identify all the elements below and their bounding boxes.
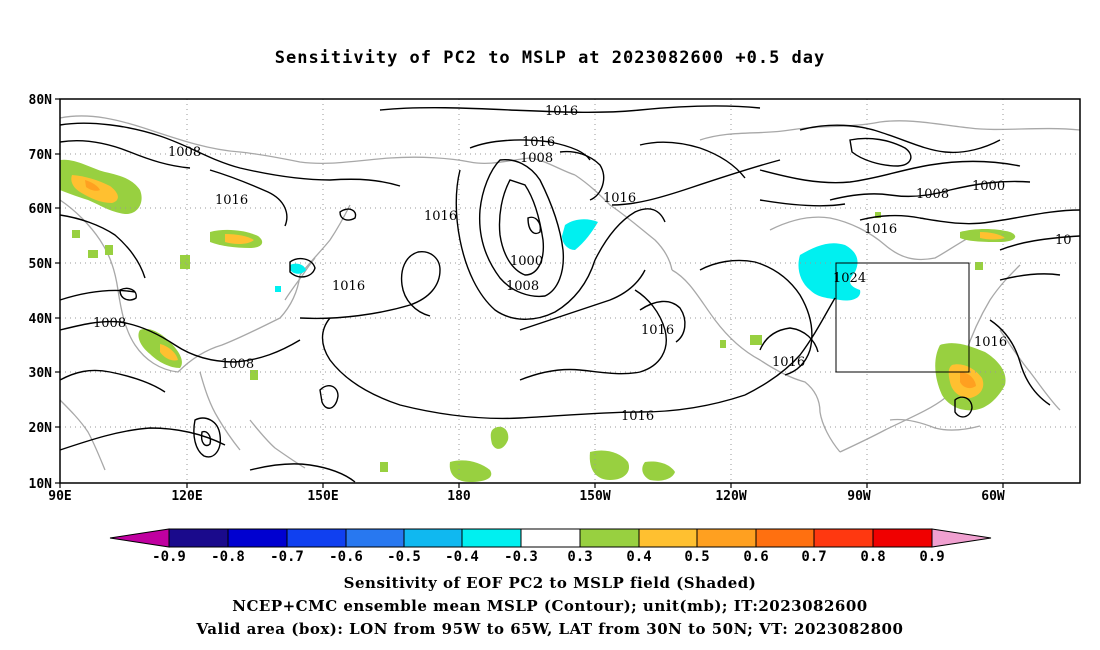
contour-label: 10	[1055, 233, 1072, 248]
lat-label: 60N	[29, 202, 53, 217]
caption-contour: NCEP+CMC ensemble mean MSLP (Contour); u…	[232, 597, 868, 615]
colorbar-label: 0.3	[567, 549, 592, 565]
colorbar-label: -0.7	[270, 549, 304, 565]
contour-label: 1008	[168, 145, 201, 160]
contour-labels: 1016 1016 1008 1008 1016 1016 1016 1008 …	[93, 104, 1072, 424]
map-frame	[59, 98, 1081, 484]
lat-label: 70N	[29, 148, 53, 163]
contour-label: 1016	[215, 193, 248, 208]
colorbar-bin	[872, 528, 933, 548]
colorbar-bin	[813, 528, 874, 548]
longitude-axis: 90E 120E 150E 180 150W 120W 90W 60W	[48, 483, 1005, 504]
colorbar-label: -0.5	[387, 549, 421, 565]
lon-label: 120W	[715, 489, 746, 504]
colorbar-label: 0.7	[801, 549, 826, 565]
mslp-contours	[59, 105, 1081, 483]
colorbar-label: 0.5	[684, 549, 709, 565]
lon-label: 90E	[48, 489, 71, 504]
contour-label: 1016	[603, 191, 636, 206]
contour-label: 1016	[864, 222, 897, 237]
colorbar-bin	[696, 528, 757, 548]
colorbar-bin	[227, 528, 288, 548]
colorbar-bin	[168, 528, 229, 548]
map-background	[60, 99, 1080, 483]
contour-label: 1008	[916, 187, 949, 202]
lon-label: 150W	[579, 489, 610, 504]
lat-label: 30N	[29, 366, 53, 381]
colorbar-label: 0.9	[919, 549, 944, 565]
colorbar-label: -0.6	[329, 549, 363, 565]
contour-label: 1016	[772, 355, 805, 370]
caption-shading: Sensitivity of EOF PC2 to MSLP field (Sh…	[343, 574, 757, 592]
contour-label: 1016	[545, 104, 578, 119]
chart-title: Sensitivity of PC2 to MSLP at 2023082600…	[274, 48, 826, 68]
caption-valid-area: Valid area (box): LON from 95W to 65W, L…	[196, 620, 904, 638]
colorbar-label: 0.8	[860, 549, 885, 565]
colorbar-label: 0.6	[743, 549, 768, 565]
contour-label: 1008	[520, 151, 553, 166]
contour-label: 1016	[621, 409, 654, 424]
colorbar-bin	[520, 528, 581, 548]
colorbar-bin	[755, 528, 815, 548]
contour-label: 1016	[974, 335, 1007, 350]
colorbar-bin	[403, 528, 463, 548]
colorbar-bin	[638, 528, 698, 548]
lon-label: 90W	[847, 489, 871, 504]
valid-area-box	[835, 262, 970, 373]
contour-label: 1016	[332, 279, 365, 294]
lat-lon-grid	[60, 99, 1080, 483]
colorbar-low-end	[109, 528, 170, 548]
contour-label: 1016	[641, 323, 674, 338]
contour-label: 1016	[424, 209, 457, 224]
lat-label: 40N	[29, 312, 53, 327]
lon-label: 150E	[307, 489, 338, 504]
colorbar-bin	[461, 528, 522, 548]
latitude-axis: 80N 70N 60N 50N 40N 30N 20N 10N	[29, 93, 60, 492]
contour-label: 1016	[522, 135, 555, 150]
colorbar-label: -0.4	[445, 549, 479, 565]
contour-label: 1008	[93, 316, 126, 331]
lon-label: 180	[447, 489, 471, 504]
colorbar-label: -0.3	[504, 549, 538, 565]
contour-label: 1000	[972, 179, 1005, 194]
colorbar-label: 0.4	[626, 549, 651, 565]
lat-label: 20N	[29, 421, 53, 436]
lat-label: 80N	[29, 93, 53, 108]
colorbar-label: -0.9	[152, 549, 186, 565]
lon-label: 60W	[981, 489, 1005, 504]
colorbar-bin	[286, 528, 347, 548]
colorbar: -0.9 -0.8 -0.7 -0.6 -0.5 -0.4 -0.3 0.3 0…	[109, 528, 992, 565]
colorbar-bin	[345, 528, 405, 548]
sensitivity-shading	[60, 159, 1016, 482]
contour-label: 1000	[510, 254, 543, 269]
lat-label: 50N	[29, 257, 53, 272]
contour-label: 1008	[506, 279, 539, 294]
colorbar-label: -0.8	[211, 549, 245, 565]
lat-label: 10N	[29, 477, 53, 492]
coastlines	[59, 115, 1081, 471]
colorbar-high-end	[931, 528, 992, 548]
lon-label: 120E	[171, 489, 202, 504]
contour-label: 1024	[833, 271, 866, 286]
colorbar-bin	[579, 528, 640, 548]
contour-label: 1008	[221, 357, 254, 372]
map-plot-area: 1016 1016 1008 1008 1016 1016 1016 1008 …	[59, 98, 1081, 484]
